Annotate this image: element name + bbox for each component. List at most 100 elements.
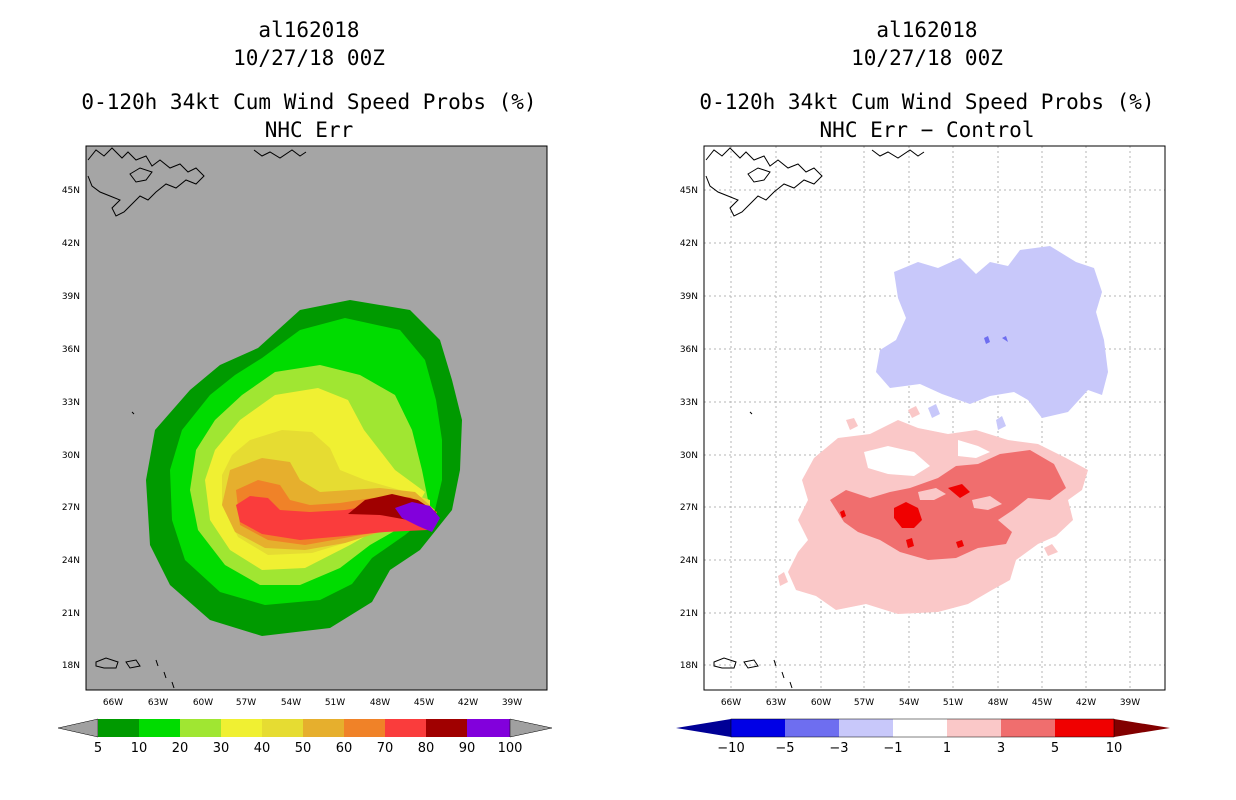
probability-map: 45N 42N 39N 36N 33N 30N 27N 24N 21N 18N … xyxy=(57,145,553,756)
lat-label: 21N xyxy=(680,609,698,619)
colorbar-label: 70 xyxy=(377,741,394,756)
colorbar-bin xyxy=(1055,719,1114,737)
product-title: 0-120h 34kt Cum Wind Speed Probs (%) xyxy=(699,90,1155,114)
colorbar-label: 40 xyxy=(254,741,271,756)
colorbar-bin xyxy=(303,719,344,737)
colorbar-bin xyxy=(467,719,510,737)
left-panel: al162018 10/27/18 00Z 0-120h 34kt Cum Wi… xyxy=(57,18,553,756)
lat-label: 36N xyxy=(680,345,698,355)
colorbar-bin xyxy=(426,719,467,737)
colorbar-bin xyxy=(731,719,785,737)
longitude-labels: 66W 63W 60W 57W 54W 51W 48W 45W 42W 39W xyxy=(721,698,1140,708)
colorbar-high-end xyxy=(509,718,553,738)
lat-label: 27N xyxy=(680,503,698,513)
colorbar-bin xyxy=(344,719,385,737)
colorbar: 5 10 20 30 40 50 60 70 80 90 100 xyxy=(57,718,553,756)
lat-label: 30N xyxy=(62,451,80,461)
lon-label: 51W xyxy=(325,698,345,708)
lon-label: 57W xyxy=(236,698,256,708)
longitude-labels: 66W 63W 60W 57W 54W 51W 48W 45W 42W 39W xyxy=(103,698,522,708)
lon-label: 39W xyxy=(1120,698,1140,708)
lat-label: 45N xyxy=(62,186,80,196)
right-panel: al162018 10/27/18 00Z 0-120h 34kt Cum Wi… xyxy=(618,0,1236,800)
colorbar-label: −10 xyxy=(717,741,744,756)
lon-label: 42W xyxy=(458,698,478,708)
colorbar-low-end xyxy=(57,718,99,738)
lon-label: 63W xyxy=(766,698,786,708)
difference-map: 45N 42N 39N 36N 33N 30N 27N 24N 21N 18N … xyxy=(676,145,1170,756)
colorbar-bin xyxy=(180,719,221,737)
colorbar-label: 5 xyxy=(1051,741,1059,756)
lat-label: 39N xyxy=(62,292,80,302)
latitude-labels: 45N 42N 39N 36N 33N 30N 27N 24N 21N 18N xyxy=(62,186,80,671)
lon-label: 51W xyxy=(943,698,963,708)
colorbar-high-end xyxy=(1114,719,1170,737)
colorbar-label: 10 xyxy=(1106,741,1123,756)
date-time: 10/27/18 00Z xyxy=(851,46,1003,70)
colorbar-bin xyxy=(262,719,303,737)
map-frame xyxy=(85,145,548,691)
colorbar-bin xyxy=(893,719,947,737)
lon-label: 57W xyxy=(854,698,874,708)
lon-label: 39W xyxy=(502,698,522,708)
colorbar-label: 50 xyxy=(295,741,312,756)
lon-label: 60W xyxy=(193,698,213,708)
lat-label: 24N xyxy=(62,556,80,566)
colorbar-label: −5 xyxy=(775,741,794,756)
lat-label: 45N xyxy=(680,186,698,196)
lat-label: 42N xyxy=(62,239,80,249)
lon-label: 45W xyxy=(414,698,434,708)
colorbar-bin xyxy=(785,719,839,737)
colorbar-label: 80 xyxy=(418,741,435,756)
lat-label: 18N xyxy=(62,661,80,671)
colorbar: −10 −5 −3 −1 1 3 5 10 xyxy=(676,718,1170,756)
colorbar-label: 5 xyxy=(94,741,102,756)
map-frame xyxy=(703,145,1166,691)
colorbar-label: 60 xyxy=(336,741,353,756)
lon-label: 45W xyxy=(1032,698,1052,708)
lon-label: 48W xyxy=(988,698,1008,708)
difference-contours xyxy=(778,246,1108,614)
storm-id: al162018 xyxy=(258,18,360,42)
colorbar-label: 3 xyxy=(997,741,1005,756)
lat-label: 21N xyxy=(62,609,80,619)
colorbar-bin xyxy=(385,719,426,737)
colorbar-bin xyxy=(139,719,180,737)
lon-label: 63W xyxy=(148,698,168,708)
lat-label: 33N xyxy=(62,398,80,408)
storm-id: al162018 xyxy=(876,18,978,42)
colorbar-label: 100 xyxy=(498,741,523,756)
colorbar-bin xyxy=(1001,719,1055,737)
colorbar-bin xyxy=(947,719,1001,737)
lon-label: 42W xyxy=(1076,698,1096,708)
lon-label: 54W xyxy=(899,698,919,708)
colorbar-bin xyxy=(98,719,139,737)
lon-label: 66W xyxy=(103,698,123,708)
colorbar-bin xyxy=(839,719,893,737)
lon-label: 66W xyxy=(721,698,741,708)
colorbar-label: 1 xyxy=(943,741,951,756)
colorbar-label: 20 xyxy=(172,741,189,756)
colorbar-label: 10 xyxy=(131,741,148,756)
colorbar-label: 90 xyxy=(459,741,476,756)
colorbar-label: −3 xyxy=(829,741,848,756)
colorbar-label: −1 xyxy=(883,741,902,756)
colorbar-bin xyxy=(221,719,262,737)
coastlines xyxy=(705,147,925,689)
panel-subtitle: NHC Err − Control xyxy=(819,118,1035,142)
latitude-labels: 45N 42N 39N 36N 33N 30N 27N 24N 21N 18N xyxy=(680,186,698,671)
lon-label: 54W xyxy=(281,698,301,708)
lat-label: 36N xyxy=(62,345,80,355)
date-time: 10/27/18 00Z xyxy=(233,46,385,70)
lat-label: 30N xyxy=(680,451,698,461)
lat-label: 39N xyxy=(680,292,698,302)
colorbar-low-end xyxy=(676,719,731,737)
lat-label: 24N xyxy=(680,556,698,566)
lat-label: 18N xyxy=(680,661,698,671)
lon-label: 60W xyxy=(811,698,831,708)
lat-label: 27N xyxy=(62,503,80,513)
lat-label: 42N xyxy=(680,239,698,249)
panel-subtitle: NHC Err xyxy=(264,118,354,142)
lat-label: 33N xyxy=(680,398,698,408)
product-title: 0-120h 34kt Cum Wind Speed Probs (%) xyxy=(81,90,537,114)
